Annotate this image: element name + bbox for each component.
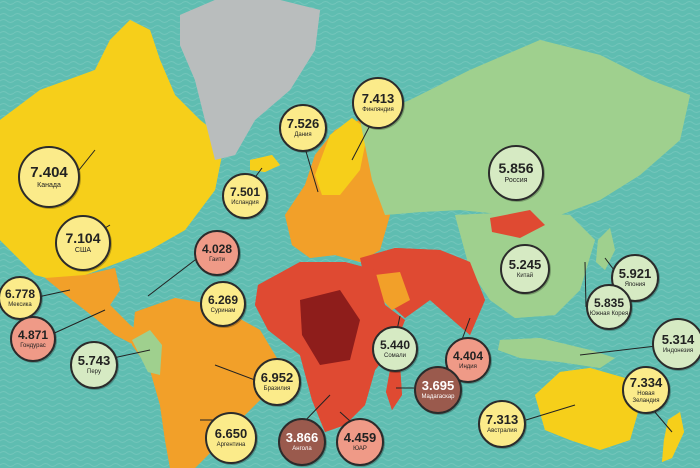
sar-score-label: 4.459 ЮАР xyxy=(336,418,384,466)
somalia-name: Сомали xyxy=(384,352,406,359)
japan-name: Япония xyxy=(624,282,646,289)
korea-name: Южная Корея xyxy=(589,310,629,317)
argentina-score: 6.650 xyxy=(214,426,248,442)
somalia-score: 5.440 xyxy=(379,337,411,352)
korea-score-label: 5.835 Южная Корея xyxy=(586,284,632,330)
china-score-label: 5.245 Китай xyxy=(500,244,550,294)
haiti-score-label: 4.028 Гаити xyxy=(194,230,240,276)
china-name: Китай xyxy=(516,273,534,280)
brazil-score-label: 6.952 Бразилия xyxy=(253,358,301,406)
angola-score: 3.866 xyxy=(285,430,319,446)
australia-score-label: 7.313 Австралия xyxy=(478,400,526,448)
newzealand-name: Новая Зеландия xyxy=(632,391,660,404)
brazil-name: Бразилия xyxy=(263,386,291,393)
madagascar-name: Мадагаскар xyxy=(421,394,455,401)
sar-score: 4.459 xyxy=(343,430,377,446)
denmark-score: 7.526 xyxy=(286,116,320,132)
leader-korea xyxy=(584,261,587,308)
leader-australia xyxy=(525,404,576,421)
indonesia-score-label: 5.314 Индонезия xyxy=(652,318,700,370)
finland-score-label: 7.413 Финляндия xyxy=(352,77,404,129)
peru-score: 5.743 xyxy=(77,353,111,369)
iceland-name: Исландия xyxy=(231,199,259,206)
leader-mexico xyxy=(37,289,71,298)
usa-score-label: 7.104 США xyxy=(55,215,111,271)
suriname-name: Суринам xyxy=(210,307,236,314)
australia-name: Австралия xyxy=(487,428,517,435)
india-name: Индия xyxy=(459,363,477,370)
leader-denmark xyxy=(304,147,319,193)
suriname-score-label: 6.269 Суринам xyxy=(200,281,246,327)
newzealand-score-label: 7.334 Новая Зеландия xyxy=(622,366,670,414)
mexico-name: Мексика xyxy=(8,301,32,308)
madagascar-score-label: 3.695 Мадагаскар xyxy=(414,366,462,414)
leader-indonesia xyxy=(579,344,666,356)
leader-newzealand xyxy=(653,410,673,433)
honduras-score-label: 4.871 Гондурас xyxy=(10,316,56,362)
russia-score-label: 5.856 Россия xyxy=(488,145,544,201)
suriname-score: 6.269 xyxy=(207,292,239,307)
leader-brazil xyxy=(214,364,256,381)
denmark-score-label: 7.526 Дания xyxy=(279,104,327,152)
somalia-score-label: 5.440 Сомали xyxy=(372,326,418,372)
japan-score: 5.921 xyxy=(618,266,652,282)
brazil-score: 6.952 xyxy=(260,370,294,386)
russia-score: 5.856 xyxy=(498,160,534,177)
peru-score-label: 5.743 Перу xyxy=(70,341,118,389)
usa-score: 7.104 xyxy=(65,230,101,247)
indonesia-score: 5.314 xyxy=(661,332,695,348)
madagascar-score: 3.695 xyxy=(421,378,455,394)
angola-name: Ангола xyxy=(292,446,312,453)
argentina-score-label: 6.650 Аргентина xyxy=(205,412,257,464)
mexico-score: 6.778 xyxy=(4,286,36,301)
denmark-name: Дания xyxy=(294,132,312,139)
australia-score: 7.313 xyxy=(485,412,519,428)
finland-name: Финляндия xyxy=(362,107,394,114)
argentina-name: Аргентина xyxy=(216,442,246,449)
haiti-name: Гаити xyxy=(209,256,225,263)
china-score: 5.245 xyxy=(508,257,542,273)
russia-name: Россия xyxy=(504,177,528,185)
india-score: 4.404 xyxy=(452,348,484,363)
sar-name: ЮАР xyxy=(353,446,367,453)
canada-score-label: 7.404 Канада xyxy=(18,146,80,208)
korea-score: 5.835 xyxy=(593,295,625,310)
indonesia-name: Индонезия xyxy=(662,348,694,355)
angola-score-label: 3.866 Ангола xyxy=(278,418,326,466)
newzealand-score: 7.334 xyxy=(629,375,663,391)
iceland-score: 7.501 xyxy=(229,184,261,199)
canada-name: Канада xyxy=(37,181,61,189)
leader-honduras xyxy=(47,309,106,337)
peru-name: Перу xyxy=(87,369,101,376)
canada-score: 7.404 xyxy=(30,163,68,181)
iceland-score-label: 7.501 Исландия xyxy=(222,173,268,219)
honduras-score: 4.871 xyxy=(17,327,49,342)
finland-score: 7.413 xyxy=(361,91,395,107)
mexico-score-label: 6.778 Мексика xyxy=(0,276,42,320)
usa-name: США xyxy=(74,247,92,255)
honduras-name: Гондурас xyxy=(20,342,46,349)
haiti-score: 4.028 xyxy=(201,241,233,256)
